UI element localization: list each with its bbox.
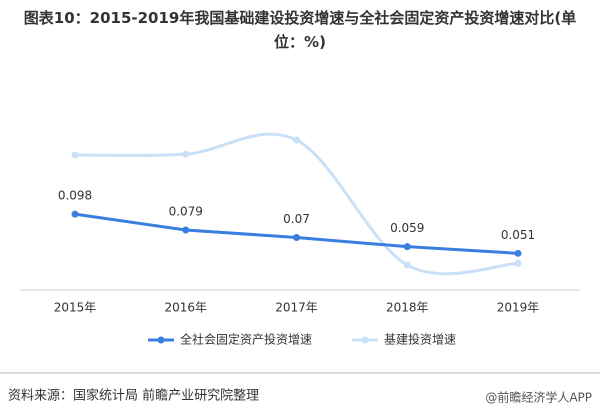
data-label: 0.07 <box>283 212 310 226</box>
point <box>182 226 190 234</box>
x-tick-label: 2018年 <box>386 301 429 315</box>
legend-marker <box>157 336 165 344</box>
x-tick-label: 2016年 <box>164 301 207 315</box>
x-tick-label: 2015年 <box>54 301 97 315</box>
point <box>514 259 522 267</box>
x-tick-label: 2017年 <box>275 301 318 315</box>
point <box>293 136 300 144</box>
point <box>514 249 522 257</box>
point <box>71 151 79 159</box>
series-line <box>74 132 519 276</box>
point <box>293 234 300 241</box>
point <box>182 150 190 158</box>
chart-title: 图表10：2015-2019年我国基础建设投资增速与全社会固定资产投资增速对比(… <box>23 9 577 51</box>
data-label: 0.098 <box>58 189 92 203</box>
data-label: 0.051 <box>501 228 535 242</box>
point <box>403 243 411 251</box>
legend-label: 基建投资增速 <box>384 332 456 347</box>
data-label: 0.079 <box>169 205 203 219</box>
source: 资料来源：国家统计局 前瞻产业研究院整理 <box>8 388 259 404</box>
data-label: 0.059 <box>390 221 424 235</box>
point <box>403 261 411 269</box>
point <box>71 210 79 218</box>
credit: @前瞻经济学人APP <box>485 390 592 405</box>
legend-marker <box>361 336 369 344</box>
x-tick-label: 2019年 <box>497 301 540 315</box>
legend-label: 全社会固定资产投资增速 <box>180 332 312 347</box>
